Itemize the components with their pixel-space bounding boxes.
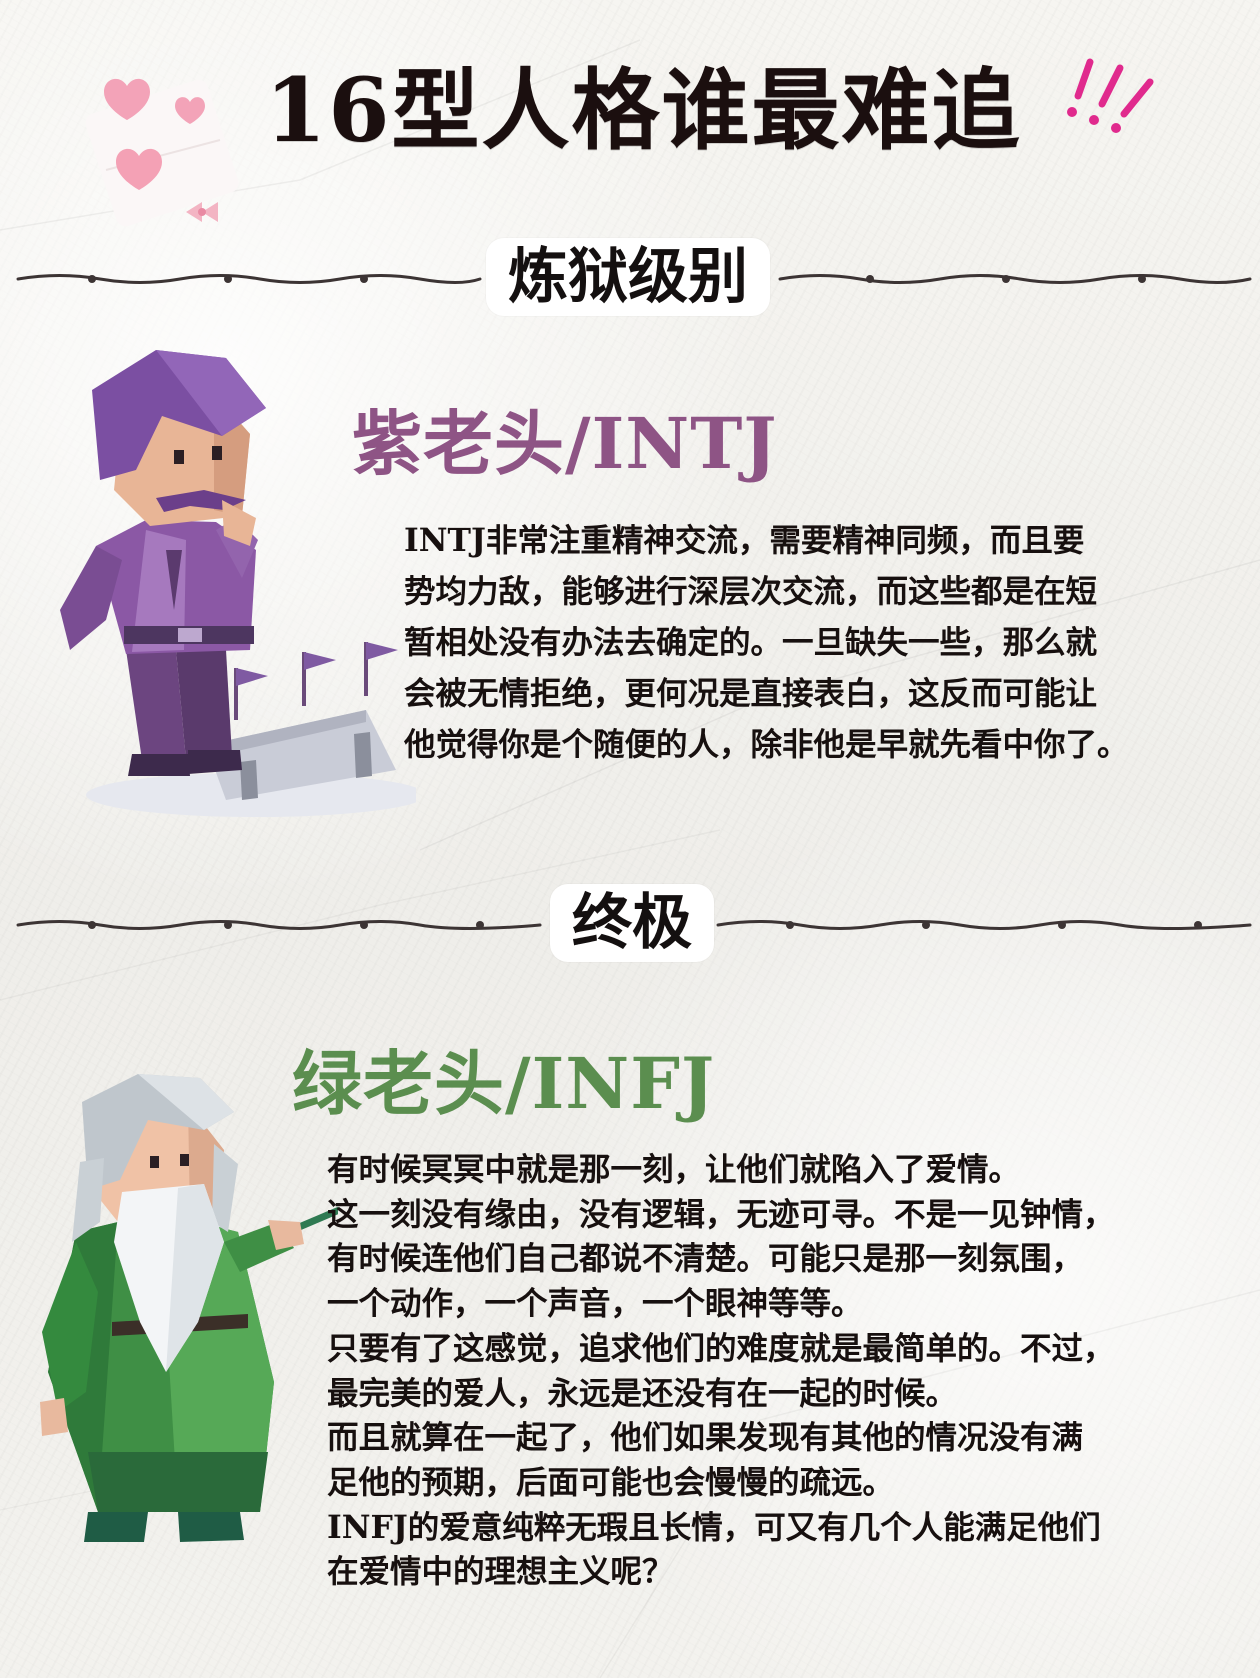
infj-line: 在爱情中的理想主义呢？ (327, 1553, 674, 1591)
character-name-intj: 紫老头/INTJ (352, 402, 778, 485)
infj-line: 足他的预期，后面可能也会慢慢的疏远。 (327, 1463, 895, 1501)
title-heading: 16型人格谁最难追 (265, 62, 1021, 158)
intj-line: 势均力敌，能够进行深层次交流，而这些都是在短 (404, 573, 1098, 610)
infj-line: 这一刻没有缘由，没有逻辑，无迹可寻。不是一见钟情， (327, 1195, 1115, 1233)
infj-line: 只要有了这感觉，追求他们的难度就是最简单的。不过， (327, 1329, 1115, 1367)
intj-line: 会被无情拒绝，更何况是直接表白，这反而可能让 (404, 675, 1098, 712)
infj-line: 一个动作，一个声音，一个眼神等等。 (327, 1285, 863, 1323)
exclamation-marks-icon (1067, 58, 1154, 133)
section-divider-1: 炼狱级别 (0, 238, 1260, 318)
section-label-2: 终极 (550, 884, 714, 962)
infj-line: 有时候冥冥中就是那一刻，让他们就陷入了爱情。 (327, 1151, 1021, 1188)
intj-line: 他觉得你是个随便的人，除非他是早就先看中你了。 (404, 726, 1129, 763)
infj-line: 最完美的爱人，永远是还没有在一起的时候。 (327, 1374, 958, 1412)
rope-divider (16, 274, 1252, 284)
infj-line: INFJ的爱意纯粹无瑕且长情，可又有几个人能满足他们 (327, 1508, 1101, 1546)
infj-description: 有时候冥冥中就是那一刻，让他们就陷入了爱情。 这一刻没有缘由，没有逻辑，无迹可寻… (327, 1148, 1115, 1595)
page-title: 16型人格谁最难追 (0, 52, 1260, 227)
infj-line: 而且就算在一起了，他们如果发现有其他的情况没有满 (327, 1419, 1084, 1457)
intj-line: INTJ非常注重精神交流，需要精神同频，而且要 (404, 522, 1085, 559)
rope-divider (16, 920, 1252, 930)
intj-line: 暂相处没有办法去确定的。一旦缺失一些，那么就 (404, 624, 1098, 661)
section-divider-2: 终极 (0, 884, 1260, 964)
title-highlight: 最难追 (751, 58, 1022, 162)
infj-line: 有时候连他们自己都说不清楚。可能只是那一刻氛围， (327, 1240, 1084, 1278)
green-wizard-figure (40, 1074, 338, 1542)
section-label-1: 炼狱级别 (486, 238, 770, 316)
purple-old-man-figure (60, 350, 416, 817)
hearts-envelope-icon (85, 78, 239, 227)
character-name-infj: 绿老头/INFJ (292, 1042, 716, 1125)
intj-description: INTJ非常注重精神交流，需要精神同频，而且要 势均力敌，能够进行深层次交流，而… (404, 515, 1129, 770)
title-main: 16型人格谁 (265, 58, 752, 162)
